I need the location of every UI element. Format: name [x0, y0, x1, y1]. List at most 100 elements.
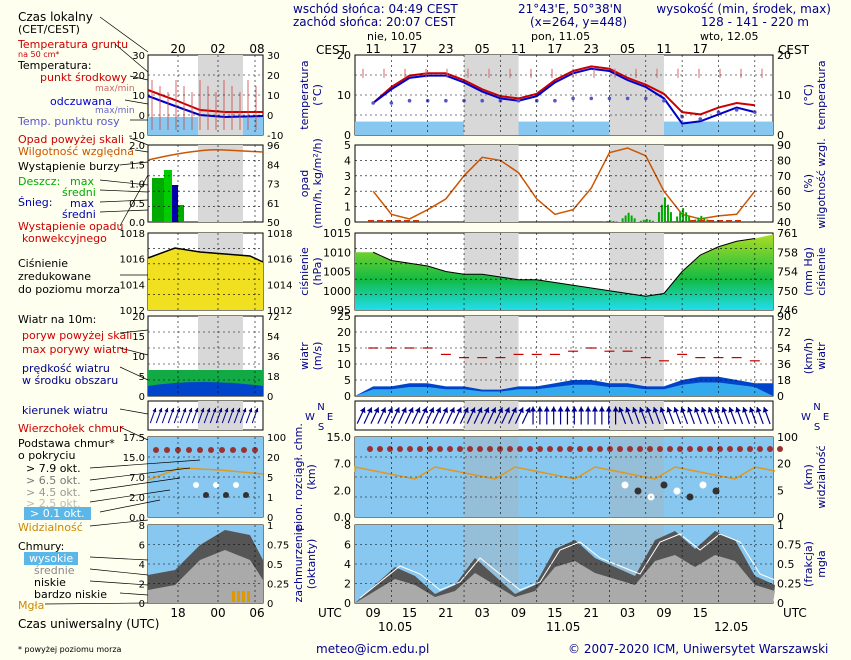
hour-local-9: 17: [693, 42, 708, 56]
legend-cloud-tick-r-0: 100: [267, 433, 286, 444]
rain-bar-13-3: [612, 220, 615, 222]
dew-point-16: [662, 98, 666, 103]
hum-tick-r-5: 40: [777, 216, 791, 229]
legend-pres-tick-r-3: 1012: [267, 306, 292, 317]
cloud-top-17: [537, 446, 543, 452]
rain-bar-17-1: [679, 212, 682, 222]
coverage-white-line: [359, 533, 781, 599]
hour-local-5: 17: [547, 42, 562, 56]
legend-wind-arrow-3: [167, 407, 175, 424]
legend-wind-arrow-head-10: [212, 407, 217, 413]
axis-hum-r-unit: (%): [802, 174, 815, 193]
cloud-top-13: [497, 446, 503, 452]
wind-arrow-head-26: [536, 406, 543, 412]
axis-cloud-l-unit: (km): [305, 464, 318, 490]
hour-utc-1: 15: [402, 606, 417, 620]
leader-line-29: [44, 602, 149, 605]
cloud-top-20: [567, 446, 573, 452]
wind-arrow-head-12: [442, 407, 448, 414]
pressure-area: [355, 234, 773, 310]
legend-cov-tick-l-0: 8: [139, 521, 145, 532]
wind-tick-l-2: 15: [337, 342, 351, 355]
legend-very-low: bardzo niskie: [34, 588, 107, 601]
legend-snow-max: max: [70, 197, 94, 210]
legend-okt-4: > 2.5 okt.: [26, 497, 81, 510]
axis-pres-l-unit: (hPa): [311, 257, 324, 285]
legend-temp-tick-r-2: 10: [267, 91, 280, 102]
leader-line-26: [89, 568, 149, 576]
axis-prec-l-title: opad: [298, 170, 311, 197]
axis-temp-r-unit: (°C): [802, 84, 815, 106]
legend-cov-tick-l-3: 2: [139, 580, 145, 591]
legend-local-time-sub: (CET/CEST): [18, 23, 80, 36]
footer-email[interactable]: meteo@icm.edu.pl: [316, 642, 430, 656]
leader-line-6: [134, 149, 149, 153]
compass-n-1: N: [813, 402, 820, 413]
wind-tick-l-0: 25: [337, 310, 351, 323]
leader-line-25: [89, 556, 149, 561]
legend-cloud-top-1: [164, 447, 170, 453]
legend-snow-mid: średni: [62, 208, 96, 221]
legend-temp-tick-l-3: 0: [139, 111, 145, 122]
cloud-base-0: [621, 481, 629, 489]
wind-arrow-head-33: [585, 406, 592, 412]
compass-w-0: W: [305, 412, 315, 423]
prec-tick-l-3: 2: [344, 185, 351, 198]
wind-arrow-56: [742, 406, 750, 425]
leader-line-21: [89, 477, 181, 492]
legend-humidity: Wilgotność względna: [18, 145, 135, 158]
legend-hour-local-0: 20: [170, 42, 185, 56]
legend-cloud-tick-l-0: 17.5: [123, 433, 145, 444]
wind-arrow-49: [693, 406, 702, 425]
wind-arrow-head-22: [511, 407, 517, 414]
legend-cloud-tick-r-4: 0: [267, 513, 273, 524]
legend-fog-bar-1: [237, 591, 240, 602]
dew-point-6: [480, 98, 485, 103]
fog-tick-r-2: 0.5: [777, 558, 795, 571]
axis-cov-l-title: zachmurzenie: [292, 525, 305, 602]
wind-arrow-head-25: [530, 406, 537, 412]
leader-line-17: [119, 408, 149, 415]
fog-tick-r-1: 0.75: [777, 539, 802, 552]
legend-ground-temp-depth: na 50 cm*: [18, 50, 60, 59]
legend-gust-over: poryw powyżej skali: [22, 329, 133, 342]
legend-temp-mid: punkt środkowy: [40, 71, 128, 84]
legend-wind-arrow-head-14: [236, 407, 241, 413]
legend-night-band-dir: [198, 401, 243, 430]
legend-low: niskie: [34, 576, 66, 589]
legend-cloud-top-3: [186, 447, 192, 453]
legend-wind-arrow-head-1: [158, 407, 163, 413]
axis-cov-l-unit: (oktanty): [305, 539, 318, 590]
legend-cloud-base-1: [203, 492, 209, 498]
hour-local-8: 11: [656, 42, 671, 56]
dew-point-21: [753, 110, 757, 114]
cov-tick-l-1: 6: [344, 539, 351, 552]
legend-snow: Śnieg:: [18, 196, 53, 209]
wind-arrow-head-34: [591, 406, 598, 412]
cloud-top-7: [437, 446, 443, 452]
legend-conv: Wystąpienie opadu: [18, 220, 124, 233]
legend-clouds: Chmury:: [18, 540, 65, 553]
wind-arrow-head-14: [456, 407, 462, 414]
wind-arrow-head-18: [483, 407, 490, 414]
leader-line-1: [114, 43, 149, 73]
wind-arrow-head-46: [673, 407, 679, 413]
wind-arrow-head-6: [401, 407, 407, 414]
legend-cloud-top: Wierzchołek chmur: [18, 422, 124, 435]
legend-hour-local-2: 08: [249, 42, 264, 56]
legend-wind-arrow-14: [233, 407, 241, 424]
hour-local-2: 23: [438, 42, 453, 56]
legend-temp-tick-l-4: -10: [129, 131, 145, 142]
prec-base-mark-b4: [726, 220, 732, 222]
vis-tick-r-2: 5: [777, 484, 784, 497]
leader-line-9: [99, 189, 149, 193]
legend-okt-5: > 0.1 okt.: [24, 507, 91, 520]
legend-prec-tick-r-4: 50: [267, 218, 280, 229]
legend-mid-c: średnie: [34, 564, 75, 577]
leader-line-24: [89, 519, 149, 527]
legend-wind-arrow-5: [179, 407, 187, 424]
compass-w-1: W: [801, 412, 811, 423]
compass-n-0: N: [317, 402, 324, 413]
wind-arrow-head-29: [557, 406, 564, 412]
legend-wind-arrow-head-8: [200, 407, 205, 413]
